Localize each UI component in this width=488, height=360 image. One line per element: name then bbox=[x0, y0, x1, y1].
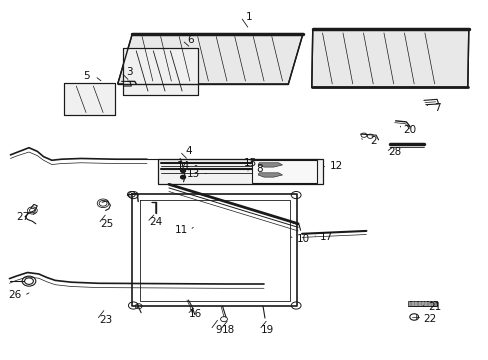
Text: 19: 19 bbox=[261, 325, 274, 335]
Text: 26: 26 bbox=[9, 291, 22, 301]
Circle shape bbox=[180, 169, 185, 172]
Text: 8: 8 bbox=[255, 164, 262, 174]
Text: 25: 25 bbox=[100, 219, 113, 229]
Text: 1: 1 bbox=[245, 12, 252, 22]
Polygon shape bbox=[258, 163, 282, 167]
Text: 13: 13 bbox=[186, 168, 200, 179]
Polygon shape bbox=[118, 34, 303, 84]
Text: 17: 17 bbox=[319, 232, 332, 242]
Text: 3: 3 bbox=[126, 67, 133, 77]
Text: 22: 22 bbox=[422, 314, 435, 324]
Text: 27: 27 bbox=[16, 212, 29, 221]
Polygon shape bbox=[407, 301, 436, 306]
Text: 24: 24 bbox=[149, 217, 162, 227]
Text: 4: 4 bbox=[185, 146, 191, 156]
Polygon shape bbox=[158, 159, 322, 184]
Circle shape bbox=[180, 175, 185, 179]
Polygon shape bbox=[122, 48, 198, 95]
Text: 14: 14 bbox=[177, 161, 190, 171]
Text: 12: 12 bbox=[329, 161, 342, 171]
Text: 15: 15 bbox=[243, 158, 257, 168]
Text: 6: 6 bbox=[187, 35, 194, 45]
Polygon shape bbox=[258, 173, 282, 177]
Text: 10: 10 bbox=[296, 234, 309, 244]
Text: 16: 16 bbox=[189, 310, 202, 319]
Text: 2: 2 bbox=[369, 136, 376, 145]
Polygon shape bbox=[251, 159, 316, 183]
Text: 7: 7 bbox=[433, 103, 440, 113]
Text: 9: 9 bbox=[215, 325, 222, 335]
Text: 18: 18 bbox=[222, 325, 235, 335]
Text: 23: 23 bbox=[99, 315, 112, 325]
Polygon shape bbox=[311, 30, 468, 87]
Text: 21: 21 bbox=[427, 302, 440, 312]
Text: 20: 20 bbox=[402, 125, 415, 135]
Text: 11: 11 bbox=[174, 225, 187, 235]
Polygon shape bbox=[64, 83, 115, 116]
Text: 5: 5 bbox=[82, 71, 89, 81]
Text: 28: 28 bbox=[387, 147, 401, 157]
